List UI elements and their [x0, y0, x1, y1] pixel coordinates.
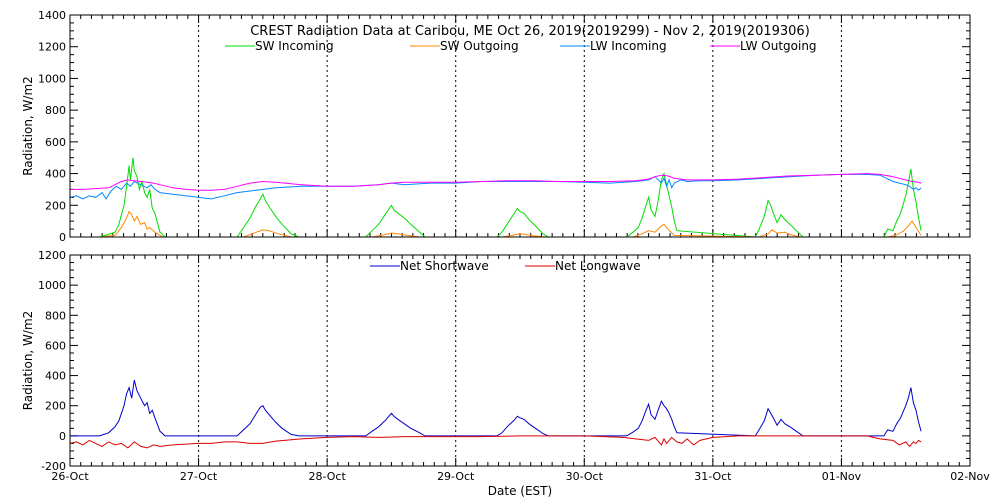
x-tick-label: 30-Oct	[566, 470, 604, 483]
panel-1: 0 200 400 600 800 1000 1200 1400 Radiation, W/m2…	[21, 9, 971, 244]
y-axis-title: Radiation, W/m2	[21, 76, 35, 176]
y-tick-label: 200	[45, 199, 66, 212]
legend-label: Net Shortwave	[400, 259, 489, 273]
series-line-sw-outgoing	[99, 210, 922, 238]
y-tick-label: 1000	[38, 279, 66, 292]
plot-frame	[69, 14, 971, 238]
x-tick-label: 26-Oct	[51, 470, 89, 483]
legend-label: SW Incoming	[255, 39, 334, 53]
y-tick-label: -200	[41, 460, 66, 473]
x-tick-label: 31-Oct	[694, 470, 732, 483]
series-line-lw-outgoing	[70, 173, 922, 191]
y-tick-label: 200	[45, 400, 66, 413]
legend-label: Net Longwave	[555, 259, 641, 273]
legend-label: LW Outgoing	[740, 39, 817, 53]
y-tick-label: 1400	[38, 9, 66, 22]
y-tick-label: 800	[45, 309, 66, 322]
y-tick-label: 600	[45, 339, 66, 352]
series-line-net-shortwave	[70, 379, 922, 437]
y-tick-label: 0	[59, 231, 66, 244]
x-tick-label: 28-Oct	[308, 470, 346, 483]
y-tick-label: 600	[45, 136, 66, 149]
x-tick-label: 02-Nov	[950, 470, 990, 483]
chart-title: CREST Radiation Data at Caribou, ME Oct …	[250, 24, 810, 39]
y-tick-label: 1200	[38, 249, 66, 262]
x-tick-label: 27-Oct	[180, 470, 218, 483]
x-tick-label: 01-Nov	[822, 470, 862, 483]
y-tick-label: 1000	[38, 72, 66, 85]
y-tick-label: 1200	[38, 41, 66, 54]
x-axis-title: Date (EST)	[488, 484, 552, 498]
panel-2: -200 0 200 400 600 800 1000 1200 26-Oct 27-Oct 28-…	[21, 249, 990, 483]
plot-frame	[69, 254, 971, 467]
legend-label: LW Incoming	[590, 39, 667, 53]
legend-label: SW Outgoing	[440, 39, 519, 53]
series-line-lw-incoming	[69, 173, 922, 200]
y-tick-label: 400	[45, 370, 66, 383]
y-tick-label: 0	[59, 430, 66, 443]
y-axis-title: Radiation, W/m2	[21, 311, 35, 411]
y-tick-label: 800	[45, 104, 66, 117]
x-tick-label: 29-Oct	[437, 470, 475, 483]
series-line-sw-incoming	[99, 157, 922, 238]
y-tick-label: 400	[45, 168, 66, 181]
series-line-net-longwave	[69, 435, 922, 449]
